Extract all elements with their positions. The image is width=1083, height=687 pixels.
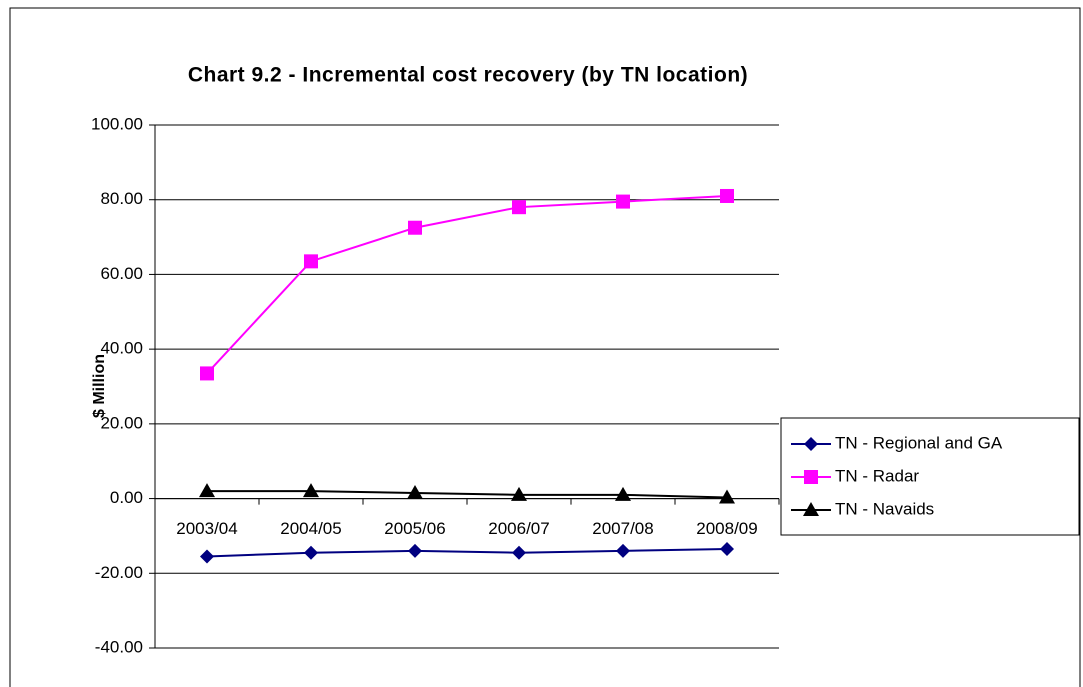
series-line	[207, 490, 728, 499]
y-tick-label: 100.00	[91, 114, 143, 133]
marker	[803, 502, 819, 516]
y-tick-label: 60.00	[100, 264, 143, 283]
x-tick-label: 2006/07	[488, 519, 549, 538]
x-tick-label: 2005/06	[384, 519, 445, 538]
y-tick-label: 20.00	[100, 413, 143, 432]
x-tick-label: 2003/04	[176, 519, 237, 538]
marker	[200, 549, 214, 564]
y-tick-label: -20.00	[95, 563, 143, 582]
marker	[512, 200, 526, 215]
x-tick-label: 2008/09	[696, 519, 757, 538]
marker	[407, 484, 423, 499]
marker	[719, 489, 735, 504]
x-tick-label: 2007/08	[592, 519, 653, 538]
legend-label: TN - Regional and GA	[835, 433, 1003, 452]
marker	[615, 486, 631, 501]
marker	[408, 220, 422, 235]
y-tick-label: -40.00	[95, 637, 143, 656]
chart-title: Chart 9.2 - Incremental cost recovery (b…	[188, 64, 748, 87]
marker	[804, 470, 818, 484]
marker	[616, 543, 630, 558]
legend-label: TN - Radar	[835, 466, 919, 485]
series-line	[206, 548, 728, 558]
marker	[408, 543, 422, 558]
marker	[304, 254, 318, 269]
y-tick-label: 0.00	[110, 488, 143, 507]
marker	[200, 366, 214, 381]
marker	[303, 483, 319, 498]
y-axis-label: $ Million	[91, 354, 108, 418]
marker	[616, 194, 630, 209]
marker	[720, 188, 734, 203]
y-tick-label: 80.00	[100, 189, 143, 208]
legend-label: TN - Navaids	[835, 499, 934, 518]
series-line	[206, 194, 728, 375]
x-tick-label: 2004/05	[280, 519, 341, 538]
marker	[304, 545, 318, 560]
marker	[199, 483, 215, 498]
y-tick-label: 40.00	[100, 339, 143, 358]
marker	[804, 437, 818, 451]
marker	[720, 542, 734, 557]
marker	[512, 545, 526, 560]
chart-frame	[9, 7, 1081, 687]
marker	[511, 486, 527, 501]
